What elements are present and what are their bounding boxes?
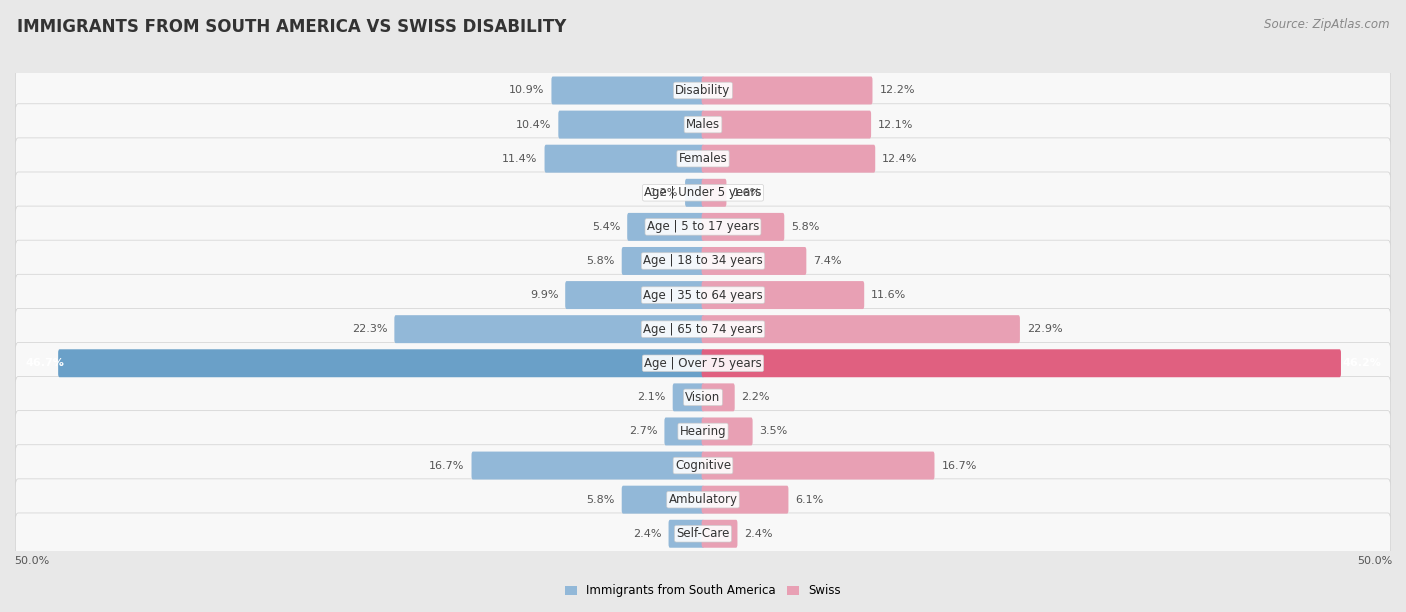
Text: Males: Males [686,118,720,131]
FancyBboxPatch shape [58,349,704,377]
FancyBboxPatch shape [702,281,865,309]
FancyBboxPatch shape [702,213,785,241]
Text: 2.7%: 2.7% [628,427,658,436]
Legend: Immigrants from South America, Swiss: Immigrants from South America, Swiss [560,580,846,602]
FancyBboxPatch shape [15,240,1391,282]
FancyBboxPatch shape [544,144,704,173]
FancyBboxPatch shape [15,138,1391,179]
Text: 1.2%: 1.2% [650,188,678,198]
FancyBboxPatch shape [702,76,873,105]
FancyBboxPatch shape [702,144,875,173]
FancyBboxPatch shape [669,520,704,548]
FancyBboxPatch shape [15,343,1391,384]
FancyBboxPatch shape [702,417,752,446]
Text: Age | Under 5 years: Age | Under 5 years [644,186,762,200]
Text: 22.3%: 22.3% [352,324,388,334]
Text: 2.2%: 2.2% [741,392,770,402]
FancyBboxPatch shape [702,179,727,207]
Text: 46.7%: 46.7% [25,358,63,368]
FancyBboxPatch shape [15,479,1391,520]
FancyBboxPatch shape [15,104,1391,146]
Text: Age | 18 to 34 years: Age | 18 to 34 years [643,255,763,267]
FancyBboxPatch shape [621,247,704,275]
Text: 11.6%: 11.6% [872,290,907,300]
Text: IMMIGRANTS FROM SOUTH AMERICA VS SWISS DISABILITY: IMMIGRANTS FROM SOUTH AMERICA VS SWISS D… [17,18,567,36]
Text: Self-Care: Self-Care [676,528,730,540]
FancyBboxPatch shape [15,70,1391,111]
Text: 50.0%: 50.0% [1357,556,1392,566]
Text: 16.7%: 16.7% [429,461,464,471]
FancyBboxPatch shape [15,376,1391,418]
FancyBboxPatch shape [565,281,704,309]
FancyBboxPatch shape [627,213,704,241]
Text: 5.4%: 5.4% [592,222,620,232]
Text: 22.9%: 22.9% [1026,324,1063,334]
FancyBboxPatch shape [702,247,807,275]
Text: 12.2%: 12.2% [879,86,915,95]
Text: 7.4%: 7.4% [813,256,842,266]
Text: Hearing: Hearing [679,425,727,438]
Text: Age | Over 75 years: Age | Over 75 years [644,357,762,370]
Text: 2.4%: 2.4% [744,529,773,539]
Text: 12.1%: 12.1% [877,119,914,130]
Text: 5.8%: 5.8% [792,222,820,232]
Text: Age | 35 to 64 years: Age | 35 to 64 years [643,289,763,302]
Text: 12.4%: 12.4% [882,154,918,163]
FancyBboxPatch shape [702,486,789,513]
FancyBboxPatch shape [15,172,1391,214]
FancyBboxPatch shape [702,111,872,138]
FancyBboxPatch shape [15,411,1391,452]
Text: Ambulatory: Ambulatory [668,493,738,506]
Text: Vision: Vision [685,391,721,404]
FancyBboxPatch shape [672,383,704,411]
Text: Disability: Disability [675,84,731,97]
FancyBboxPatch shape [15,206,1391,248]
FancyBboxPatch shape [621,486,704,513]
FancyBboxPatch shape [702,349,1341,377]
FancyBboxPatch shape [702,383,735,411]
FancyBboxPatch shape [15,274,1391,316]
Text: 1.6%: 1.6% [734,188,762,198]
Text: 5.8%: 5.8% [586,494,614,505]
Text: 10.4%: 10.4% [516,119,551,130]
FancyBboxPatch shape [551,76,704,105]
Text: 11.4%: 11.4% [502,154,537,163]
FancyBboxPatch shape [702,315,1019,343]
Text: 10.9%: 10.9% [509,86,544,95]
Text: 2.4%: 2.4% [633,529,662,539]
FancyBboxPatch shape [394,315,704,343]
FancyBboxPatch shape [15,308,1391,350]
Text: Source: ZipAtlas.com: Source: ZipAtlas.com [1264,18,1389,31]
Text: Age | 65 to 74 years: Age | 65 to 74 years [643,323,763,335]
Text: 46.2%: 46.2% [1343,358,1381,368]
FancyBboxPatch shape [685,179,704,207]
FancyBboxPatch shape [702,520,738,548]
Text: 5.8%: 5.8% [586,256,614,266]
FancyBboxPatch shape [702,452,935,480]
Text: 6.1%: 6.1% [796,494,824,505]
FancyBboxPatch shape [471,452,704,480]
Text: 16.7%: 16.7% [942,461,977,471]
Text: 9.9%: 9.9% [530,290,558,300]
Text: Age | 5 to 17 years: Age | 5 to 17 years [647,220,759,233]
Text: 3.5%: 3.5% [759,427,787,436]
FancyBboxPatch shape [665,417,704,446]
FancyBboxPatch shape [558,111,704,138]
Text: 50.0%: 50.0% [14,556,49,566]
Text: Cognitive: Cognitive [675,459,731,472]
FancyBboxPatch shape [15,445,1391,487]
Text: Females: Females [679,152,727,165]
Text: 2.1%: 2.1% [637,392,666,402]
FancyBboxPatch shape [15,513,1391,554]
